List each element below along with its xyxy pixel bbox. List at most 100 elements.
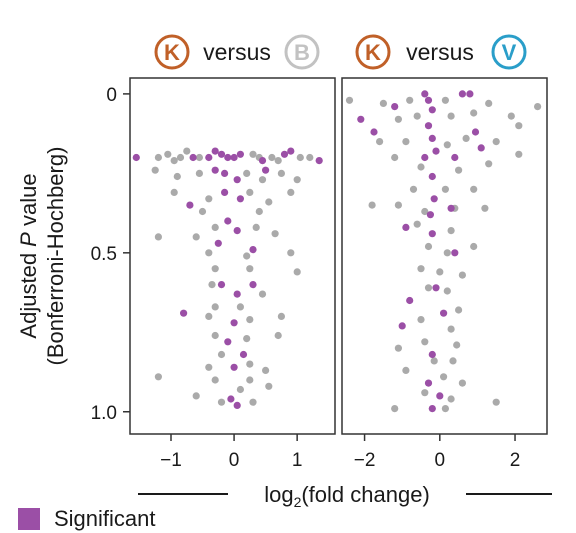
data-point	[170, 157, 178, 165]
panel-1-frame	[129, 77, 336, 435]
data-point	[417, 265, 425, 273]
data-point	[402, 366, 410, 374]
data-point	[246, 188, 254, 196]
data-point	[192, 392, 200, 400]
data-point	[394, 115, 402, 123]
data-point	[394, 201, 402, 209]
data-point	[443, 141, 451, 149]
data-point	[180, 309, 188, 317]
data-point	[453, 341, 461, 349]
x-tick-label: −1	[160, 450, 182, 471]
data-point	[436, 392, 444, 400]
data-point	[205, 249, 213, 257]
data-point	[252, 223, 260, 231]
data-point	[258, 176, 267, 184]
data-point	[265, 382, 273, 390]
data-point	[243, 252, 251, 260]
panel-1-header: K versus B	[154, 34, 320, 70]
data-point	[421, 153, 429, 162]
data-point	[458, 379, 466, 387]
data-point	[413, 112, 421, 120]
data-point	[398, 322, 406, 330]
data-point	[492, 398, 500, 406]
data-point	[391, 405, 399, 413]
data-point	[217, 150, 226, 158]
data-point	[154, 153, 162, 162]
data-point	[195, 153, 203, 162]
data-point	[233, 176, 241, 184]
data-point	[451, 153, 459, 162]
data-point	[470, 242, 478, 251]
series-non-significant	[345, 96, 542, 413]
data-point	[458, 271, 466, 279]
data-point	[458, 90, 466, 98]
data-point	[221, 169, 229, 177]
data-point	[224, 153, 232, 162]
data-point	[345, 96, 354, 104]
series-significant	[357, 90, 485, 413]
data-point	[430, 357, 438, 365]
data-point	[230, 319, 238, 327]
data-point	[233, 227, 241, 235]
data-point	[466, 90, 474, 98]
data-point	[243, 169, 251, 177]
data-point	[176, 153, 185, 162]
data-point	[485, 160, 493, 168]
data-point	[211, 147, 219, 155]
data-point	[277, 312, 285, 320]
data-point	[428, 106, 436, 114]
data-point	[455, 306, 463, 314]
data-point	[447, 395, 455, 403]
data-point	[243, 335, 251, 343]
panel-2-badge-left-letter: K	[365, 40, 381, 65]
data-point	[274, 157, 282, 165]
data-point	[413, 220, 421, 228]
data-point	[164, 150, 172, 158]
data-point	[195, 169, 203, 177]
data-point	[447, 325, 455, 333]
data-point	[391, 103, 399, 111]
data-point	[485, 99, 493, 107]
data-point	[258, 157, 267, 165]
data-point	[417, 316, 425, 324]
data-point	[211, 166, 219, 174]
y-tick-label: 1.0	[91, 403, 117, 424]
x-tick-label: 0	[435, 450, 446, 471]
data-point	[249, 246, 257, 254]
data-point	[208, 281, 216, 289]
data-point	[424, 379, 433, 387]
data-point	[421, 389, 429, 397]
data-point	[255, 207, 263, 216]
data-point	[293, 176, 301, 184]
data-point	[274, 331, 282, 340]
data-point	[271, 230, 279, 238]
data-point	[173, 172, 181, 181]
data-point	[236, 385, 244, 394]
data-point	[287, 249, 295, 257]
data-point	[246, 316, 254, 324]
data-point	[224, 217, 232, 225]
y-axis-title-line-2: (Bonferroni-Hochberg)	[43, 147, 68, 366]
data-point	[406, 96, 414, 104]
data-point	[217, 281, 226, 289]
data-point	[249, 398, 257, 406]
data-point	[246, 360, 254, 368]
data-point	[481, 204, 489, 212]
data-point	[230, 153, 238, 162]
panel-1-x-axis: −1 0 1	[160, 434, 302, 471]
data-point	[246, 265, 254, 273]
data-point	[211, 303, 219, 311]
data-point	[249, 281, 257, 289]
data-point	[189, 153, 197, 162]
data-point	[205, 153, 213, 162]
y-tick-label: 0	[106, 85, 117, 106]
data-point	[262, 366, 270, 374]
data-point	[426, 211, 434, 219]
data-point	[424, 284, 433, 292]
data-point	[154, 373, 162, 381]
data-point	[417, 163, 425, 171]
data-point	[221, 188, 229, 196]
data-point	[376, 138, 384, 146]
data-point	[441, 96, 449, 104]
data-point	[211, 223, 219, 231]
